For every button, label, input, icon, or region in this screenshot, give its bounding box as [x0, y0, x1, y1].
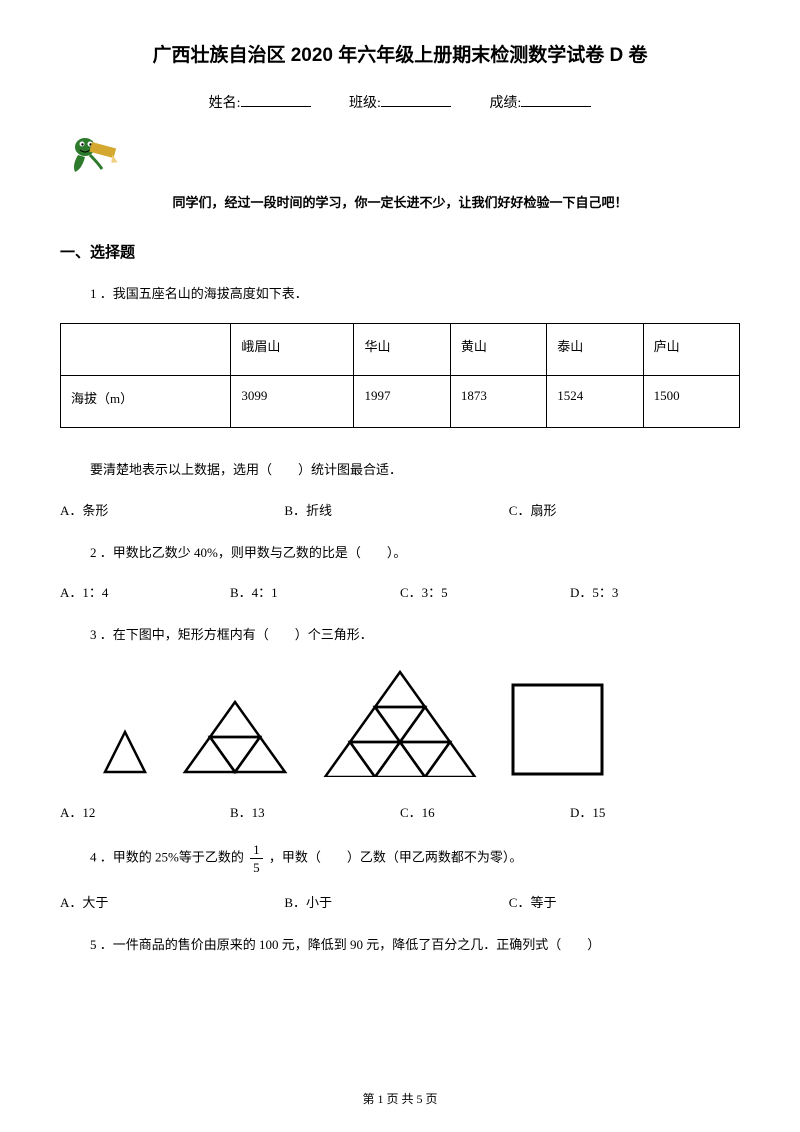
table-cell: 1524	[547, 376, 643, 428]
table-cell: 华山	[354, 324, 450, 376]
table-cell: 庐山	[643, 324, 739, 376]
score-label: 成绩:	[489, 96, 521, 111]
table-cell: 1500	[643, 376, 739, 428]
option-b: B．13	[230, 802, 400, 821]
triangle-group-1	[100, 727, 150, 777]
score-blank	[521, 106, 591, 107]
question-1-options: A．条形 B．折线 C．扇形	[60, 500, 740, 519]
question-4-text: 4 ．甲数的 25%等于乙数的 1 5 ，甲数（ ）乙数（甲乙两数都不为零）。	[90, 843, 740, 874]
class-label: 班级:	[349, 96, 381, 111]
pencil-icon	[70, 127, 740, 182]
option-a: A．大于	[60, 892, 284, 911]
mountain-table: 峨眉山 华山 黄山 泰山 庐山 海拔（m） 3099 1997 1873 152…	[60, 323, 740, 428]
table-cell: 黄山	[450, 324, 546, 376]
question-1-text: 1 ．我国五座名山的海拔高度如下表．	[90, 282, 740, 305]
name-label: 姓名:	[209, 96, 241, 111]
option-b: B．4：1	[230, 582, 400, 601]
triangle-figures	[100, 667, 740, 777]
fraction-icon: 1 5	[250, 843, 263, 874]
encourage-text: 同学们，经过一段时间的学习，你一定长进不少，让我们好好检验一下自己吧！	[60, 192, 740, 211]
option-d: D．15	[570, 802, 740, 821]
fraction-numerator: 1	[250, 843, 263, 859]
page-title: 广西壮族自治区 2020 年六年级上册期末检测数学试卷 D 卷	[60, 40, 740, 67]
option-a: A．1：4	[60, 582, 230, 601]
option-c: C．3：5	[400, 582, 570, 601]
question-3-text: 3 ．在下图中，矩形方框内有（ ）个三角形．	[90, 623, 740, 646]
page-footer: 第 1 页 共 5 页	[0, 1090, 800, 1107]
option-a: A．12	[60, 802, 230, 821]
question-2-options: A．1：4 B．4：1 C．3：5 D．5：3	[60, 582, 740, 601]
q4-before: 4 ．甲数的 25%等于乙数的	[90, 849, 244, 864]
triangle-group-2	[180, 697, 290, 777]
table-cell: 1997	[354, 376, 450, 428]
option-c: C．16	[400, 802, 570, 821]
table-cell	[61, 324, 231, 376]
option-c: C．扇形	[509, 500, 733, 519]
option-a: A．条形	[60, 500, 284, 519]
student-info-line: 姓名: 班级: 成绩:	[60, 92, 740, 112]
question-4-options: A．大于 B．小于 C．等于	[60, 892, 740, 911]
question-2-text: 2 ．甲数比乙数少 40%，则甲数与乙数的比是（ ）。	[90, 541, 740, 564]
question-3-options: A．12 B．13 C．16 D．15	[60, 802, 740, 821]
table-cell: 峨眉山	[231, 324, 354, 376]
triangle-group-3	[320, 667, 480, 777]
table-cell: 3099	[231, 376, 354, 428]
option-c: C．等于	[509, 892, 733, 911]
table-cell: 海拔（m）	[61, 376, 231, 428]
question-1-stem2: 要清楚地表示以上数据，选用（ ）统计图最合适．	[90, 458, 740, 481]
question-5-text: 5 ．一件商品的售价由原来的 100 元，降低到 90 元，降低了百分之几．正确…	[90, 933, 740, 956]
table-row: 海拔（m） 3099 1997 1873 1524 1500	[61, 376, 740, 428]
q4-after: ，甲数（ ）乙数（甲乙两数都不为零）。	[269, 849, 523, 864]
option-d: D．5：3	[570, 582, 740, 601]
table-cell: 1873	[450, 376, 546, 428]
square-box	[510, 682, 605, 777]
option-b: B．折线	[284, 500, 508, 519]
table-row: 峨眉山 华山 黄山 泰山 庐山	[61, 324, 740, 376]
section-1-title: 一、选择题	[60, 241, 740, 262]
fraction-denominator: 5	[250, 859, 263, 874]
option-b: B．小于	[284, 892, 508, 911]
class-blank	[381, 106, 451, 107]
name-blank	[241, 106, 311, 107]
table-cell: 泰山	[547, 324, 643, 376]
